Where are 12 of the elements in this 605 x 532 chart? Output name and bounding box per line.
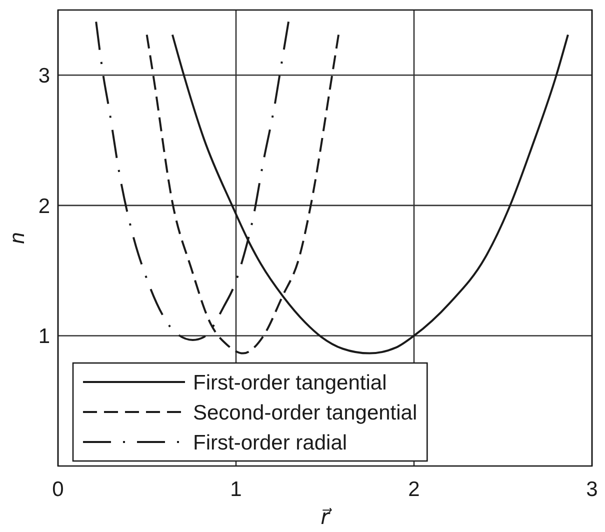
x-tick-label: 0 (52, 478, 64, 501)
x-tick-label: 2 (408, 478, 420, 501)
legend-label: Second-order tangential (193, 401, 418, 424)
y-axis-title: n (6, 232, 29, 244)
y-tick-label: 3 (38, 64, 50, 88)
legend-label: First-order radial (193, 431, 348, 454)
x-tick-label: 3 (586, 478, 598, 501)
y-tick-label: 2 (38, 194, 50, 218)
x-axis-title: r⃗ (320, 505, 333, 529)
legend-label: First-order tangential (193, 371, 387, 394)
y-tick-label: 1 (38, 325, 50, 348)
x-tick-label: 1 (230, 478, 242, 501)
